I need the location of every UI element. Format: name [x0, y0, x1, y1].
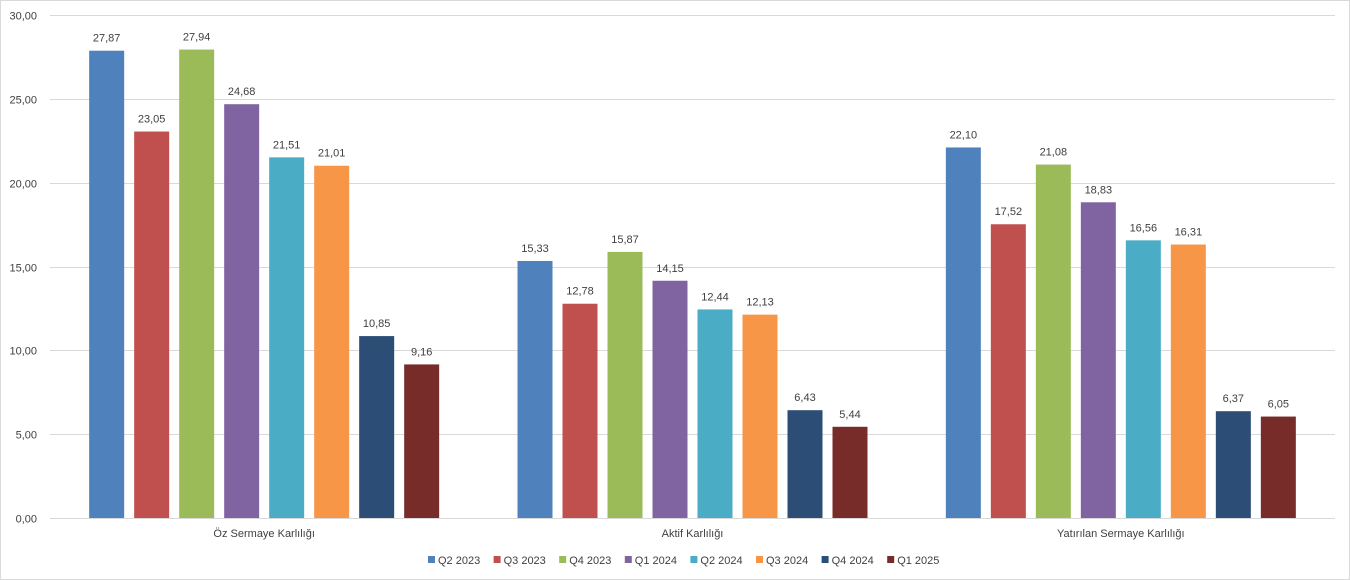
bar [652, 280, 688, 518]
y-tick-label: 20,00 [9, 179, 37, 191]
data-label: 27,87 [93, 33, 121, 45]
y-tick-label: 25,00 [9, 95, 37, 107]
bar [89, 50, 125, 518]
legend-item: Q4 2024 [821, 555, 874, 567]
data-label: 5,44 [839, 409, 860, 421]
data-label: 21,08 [1040, 147, 1068, 159]
legend-item: Q1 2025 [887, 555, 939, 567]
data-label: 21,01 [318, 148, 346, 160]
y-tick-label: 30,00 [9, 11, 37, 23]
bar [1080, 202, 1116, 518]
y-tick-label: 0,00 [16, 514, 37, 526]
legend-swatch [821, 556, 829, 563]
data-label: 27,94 [183, 32, 211, 44]
data-label: 23,05 [138, 114, 166, 126]
legend-label: Q3 2024 [766, 555, 808, 567]
data-label: 6,05 [1268, 399, 1289, 411]
data-label: 15,87 [611, 234, 639, 246]
y-tick-label: 15,00 [9, 263, 37, 275]
legend-swatch [624, 556, 632, 563]
data-label: 14,15 [656, 263, 684, 275]
data-label: 10,85 [363, 318, 391, 330]
legend-swatch [756, 556, 763, 563]
bar [224, 104, 260, 518]
data-label: 6,43 [794, 392, 815, 404]
bar [1260, 416, 1296, 518]
bar [697, 309, 733, 518]
legend-swatch [428, 556, 435, 563]
x-axis-categories: Öz Sermaye Karlılığı Aktif Karlılığı Yatır… [213, 528, 1184, 540]
data-label: 24,68 [228, 86, 256, 98]
legend-item: Q4 2023 [559, 555, 611, 567]
data-label: 17,52 [995, 206, 1023, 218]
data-label: 12,44 [701, 291, 729, 303]
legend-swatch [887, 556, 895, 563]
data-label: 16,31 [1175, 227, 1203, 239]
data-label: 21,51 [273, 139, 301, 151]
x-category-label: Öz Sermaye Karlılığı [213, 528, 314, 540]
legend-label: Q1 2024 [635, 555, 677, 567]
gridlines [50, 15, 1335, 519]
legend-swatch [690, 556, 698, 563]
legend-label: Q4 2024 [832, 555, 874, 567]
bar [404, 364, 440, 518]
bar [1170, 244, 1206, 519]
bar [1125, 240, 1161, 518]
bar [1035, 164, 1071, 519]
legend-label: Q3 2023 [504, 555, 546, 567]
bar [314, 165, 350, 518]
y-tick-label: 5,00 [16, 430, 37, 442]
bar [269, 157, 305, 518]
bars [89, 49, 1296, 519]
legend-label: Q2 2024 [700, 555, 742, 567]
bar [787, 410, 823, 518]
bar [607, 251, 643, 518]
data-label: 18,83 [1085, 184, 1113, 196]
bar [832, 426, 868, 518]
bar [359, 336, 395, 518]
legend-item: Q2 2023 [428, 555, 480, 567]
bar [742, 314, 778, 518]
data-label: 6,37 [1223, 393, 1244, 405]
legend-label: Q4 2023 [569, 555, 611, 567]
bar [134, 131, 170, 519]
y-tick-label: 10,00 [9, 346, 37, 358]
data-label: 9,16 [411, 346, 432, 358]
legend-item: Q1 2024 [624, 555, 677, 567]
y-axis-ticks: 0,00 5,00 10,00 15,00 20,00 25,00 30,00 [9, 11, 37, 526]
legend-label: Q2 2023 [438, 555, 480, 567]
legend-swatch [493, 556, 501, 563]
data-labels: 27,87 23,05 27,94 24,68 21,51 21,01 10,85 9,16 1… [93, 32, 1289, 421]
x-category-label: Aktif Karlılığı [662, 528, 724, 540]
legend-item: Q3 2024 [756, 555, 808, 567]
data-label: 12,78 [566, 286, 594, 298]
legend-swatch [559, 556, 567, 563]
data-label: 16,56 [1130, 222, 1158, 234]
legend-label: Q1 2025 [897, 555, 939, 567]
bar [517, 260, 553, 518]
data-label: 15,33 [521, 243, 549, 255]
legend-item: Q2 2024 [690, 555, 743, 567]
bar [179, 49, 215, 518]
x-category-label: Yatırılan Sermaye Karlılığı [1057, 528, 1185, 540]
bar [990, 224, 1026, 519]
legend-item: Q3 2023 [493, 555, 546, 567]
data-label: 22,10 [950, 129, 978, 141]
legend: Q2 2023 Q3 2023 Q4 2023 Q1 2024 Q2 2024 Q3 20… [428, 555, 939, 567]
bar [945, 147, 981, 518]
data-label: 12,13 [746, 297, 774, 309]
bar [1215, 411, 1251, 518]
bar [562, 303, 598, 518]
